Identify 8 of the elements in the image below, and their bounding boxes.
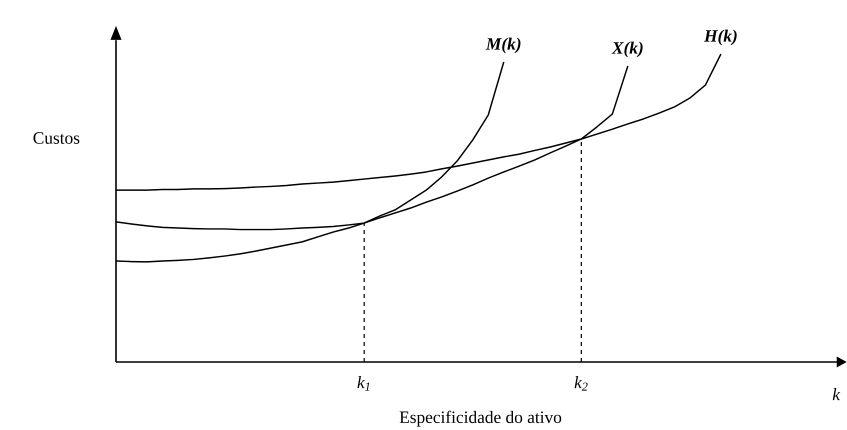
text: k	[832, 388, 840, 400]
series-label: H(k)	[704, 30, 737, 46]
x-axis-title: Especificidade do ativo	[400, 410, 562, 427]
series-label: M(k)	[486, 38, 520, 54]
x-tick-label: k$_{1}$	[357, 376, 370, 391]
series-label: X(k)	[612, 42, 643, 58]
y-axis-title: Custos	[33, 132, 80, 144]
x-tick-label: k$_{2}$	[574, 376, 588, 391]
